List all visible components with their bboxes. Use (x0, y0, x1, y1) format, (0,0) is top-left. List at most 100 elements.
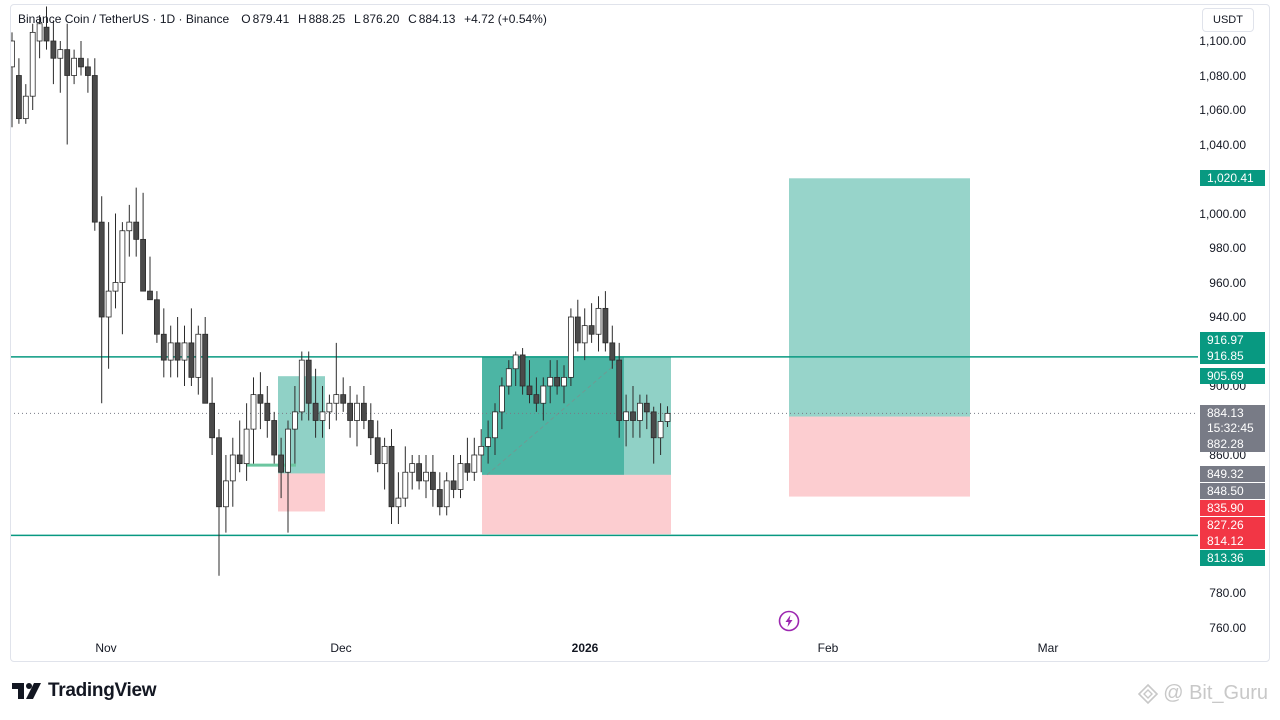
position-target-zone (789, 178, 970, 417)
candle-body (471, 454, 478, 473)
position-path-line (486, 356, 625, 476)
candle-body (609, 342, 616, 361)
candle-body (50, 40, 57, 59)
candle-body (354, 402, 360, 421)
candle-body (402, 471, 409, 499)
position-filled-zone (482, 356, 624, 475)
flash-icon[interactable] (778, 610, 800, 632)
candle-body (478, 445, 485, 456)
price-tick: 940.00 (1209, 310, 1246, 324)
tradingview-logo[interactable]: TradingView (12, 680, 157, 702)
candle-body (595, 307, 602, 335)
candle-body (250, 394, 257, 430)
candle-body (167, 342, 174, 361)
candle-body (133, 221, 140, 240)
candle-body (236, 454, 243, 465)
candle-body (347, 402, 354, 421)
candle-body (423, 471, 429, 482)
binance-diamond-icon (1138, 683, 1159, 704)
time-tick: Feb (817, 641, 839, 655)
price-tag: 916.97 (1200, 332, 1265, 348)
candle-body (216, 437, 222, 508)
candle-body (229, 454, 236, 482)
price-tick: 1,000.00 (1199, 206, 1246, 221)
candle-body (11, 40, 15, 68)
candle-body (657, 421, 664, 439)
candle-body (91, 75, 98, 223)
candle-body (181, 342, 188, 361)
candle-body (464, 463, 471, 473)
candle-body (547, 376, 554, 387)
candle-body (119, 230, 126, 283)
candle-body (195, 333, 202, 378)
candle-body (298, 359, 305, 413)
candle-body (540, 385, 547, 404)
legend-close: 884.13 (418, 12, 456, 26)
candle-body (436, 489, 443, 508)
candle-body (305, 359, 312, 404)
watermark-text: @ Bit_Guru (1163, 682, 1268, 704)
legend-change: +4.72 (+0.54%) (464, 12, 547, 26)
candle-body (15, 75, 22, 120)
candle-body (112, 282, 119, 292)
candle-body (637, 402, 643, 421)
candle-body (367, 420, 374, 439)
price-tick: 960.00 (1209, 275, 1246, 290)
candle-body (416, 463, 423, 482)
price-pane[interactable] (10, 6, 1199, 576)
candle-body (202, 333, 209, 404)
price-tick: 760.00 (1209, 620, 1246, 635)
candle-body (450, 480, 457, 490)
candle-body (85, 66, 91, 76)
candle-body (568, 316, 574, 378)
price-tag: 827.26 (1200, 517, 1265, 533)
price-tag: 1,020.41 (1200, 170, 1265, 186)
candle-body (209, 402, 216, 439)
candle-body (326, 402, 333, 413)
legend-symbol[interactable]: Binance Coin / TetherUS · 1D · Binance (18, 12, 230, 26)
candle-body (64, 49, 71, 76)
currency-button[interactable]: USDT (1202, 8, 1254, 32)
candle-body (98, 221, 105, 318)
candle-body (188, 342, 195, 378)
candle-body (429, 471, 436, 490)
price-tag: 905.69 (1200, 368, 1265, 384)
legend-low-label: L (354, 12, 361, 26)
candle-body (264, 402, 271, 421)
candle-body (333, 394, 340, 404)
brand-name: TradingView (48, 680, 157, 701)
chart-frame[interactable] (10, 4, 1270, 662)
candle-body (57, 49, 64, 59)
candle-body (492, 411, 498, 439)
candle-body (360, 402, 367, 421)
candle-body (105, 290, 112, 318)
price-tag: 848.50 (1200, 483, 1265, 499)
candle-body (285, 428, 291, 473)
time-tick: 2026 (571, 641, 599, 655)
price-tag: 813.36 (1200, 550, 1265, 566)
candle-body (374, 437, 381, 465)
candle-body (153, 299, 160, 335)
candle-body (395, 497, 402, 508)
candle-body (78, 57, 84, 68)
legend-high-label: H (297, 12, 307, 26)
candle-body (498, 385, 505, 413)
price-tag: 814.12 (1200, 533, 1265, 549)
candle-body (29, 31, 36, 97)
entry-marker (246, 463, 296, 467)
price-tag: 916.85 (1200, 348, 1265, 364)
candle-body (126, 221, 133, 232)
candle-body (278, 454, 285, 473)
candle-body (291, 411, 298, 430)
candle-body (457, 463, 464, 490)
position-stop-zone (278, 473, 325, 512)
candle-body (630, 411, 636, 421)
candle-body (36, 23, 43, 42)
candle-body (22, 95, 29, 120)
candle-body (643, 402, 650, 413)
candle-body (512, 354, 519, 370)
candle-body (243, 428, 250, 465)
candle-body (312, 402, 319, 421)
candle-body (174, 342, 181, 361)
